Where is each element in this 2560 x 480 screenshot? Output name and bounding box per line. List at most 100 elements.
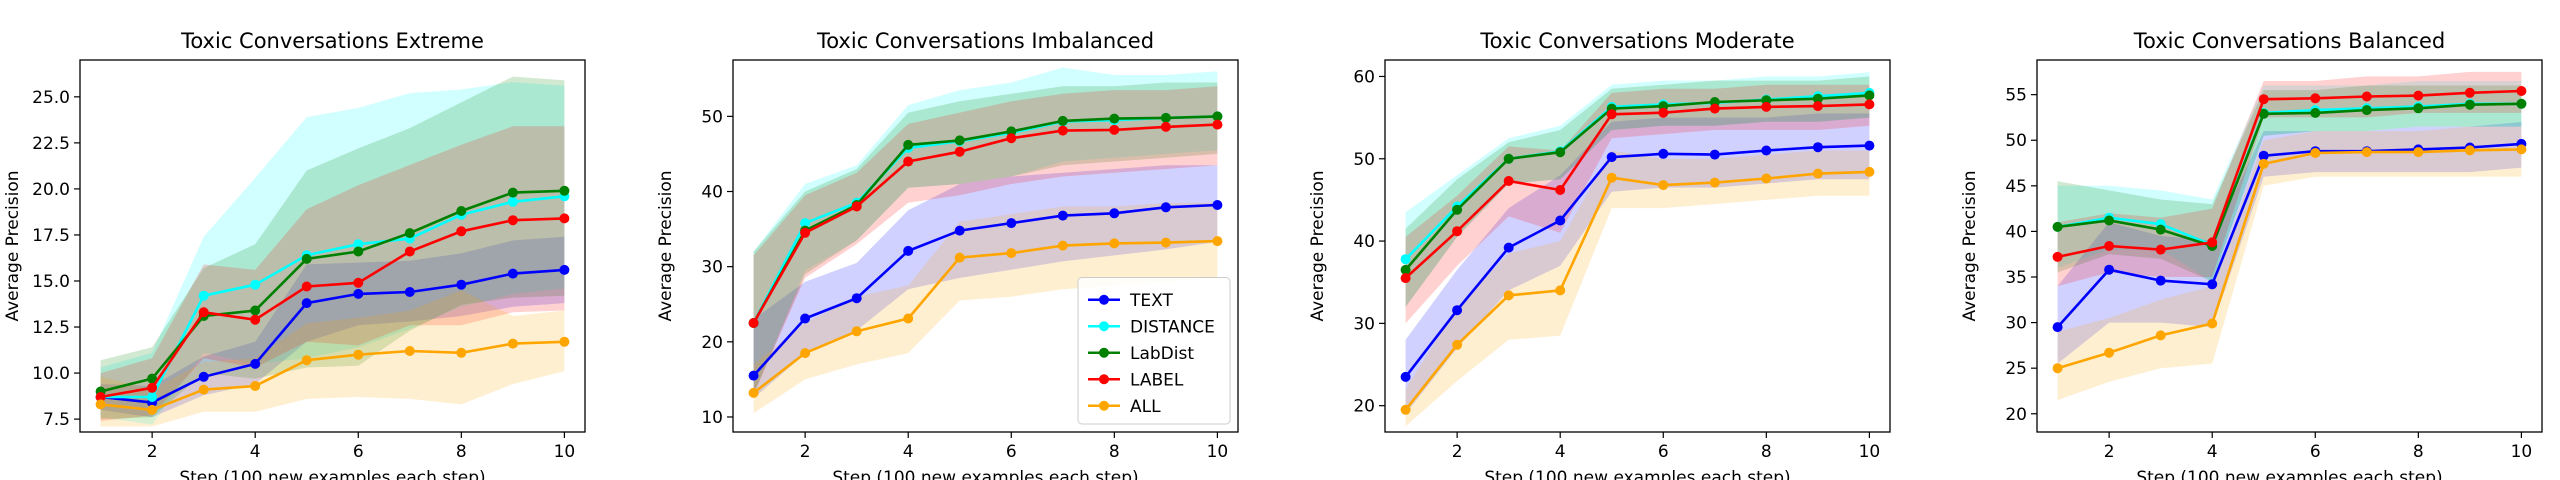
point-all — [2361, 147, 2372, 158]
x-axis-label: Step (100 new examples each step) — [832, 468, 1138, 480]
point-distance — [250, 279, 261, 290]
point-distance — [1400, 254, 1411, 265]
point-all — [2155, 330, 2166, 341]
point-text — [1658, 148, 1669, 159]
point-distance — [507, 196, 518, 207]
point-label — [851, 201, 862, 212]
series-line-text — [100, 268, 565, 404]
x-tick-label: 10 — [1859, 442, 1881, 462]
x-axis-label: Step (100 new examples each step) — [2136, 468, 2442, 480]
chart-panel-4: 2 4 6 8 10 20 25 30 35 40 45 50 55 Toxic Conversation… — [1960, 29, 2543, 480]
point-labdist — [2310, 107, 2321, 118]
point-text — [903, 245, 914, 256]
point-all — [748, 387, 759, 398]
legend-label-all: ALL — [1130, 397, 1161, 417]
point-text — [1452, 305, 1463, 316]
band-text — [1405, 113, 1870, 414]
point-all — [301, 355, 312, 366]
y-tick-label: 22.5 — [32, 134, 70, 154]
point-label — [1006, 133, 1017, 144]
x-tick-label: 2 — [147, 442, 158, 462]
point-label — [1452, 226, 1463, 237]
point-all — [1160, 237, 1171, 248]
band-all — [1405, 150, 1870, 427]
point-label — [2258, 94, 2269, 105]
series-line-text — [752, 203, 1218, 377]
series-line-text — [2056, 142, 2522, 328]
band-label — [1405, 84, 1870, 324]
point-all — [2516, 144, 2527, 155]
point-all — [198, 384, 209, 395]
point-distance — [198, 290, 209, 301]
legend-label-labdist: LabDist — [1130, 344, 1194, 364]
point-all — [1658, 180, 1669, 191]
point-text — [404, 287, 415, 297]
point-labdist — [2052, 221, 2063, 232]
point-all — [1212, 236, 1223, 247]
point-label — [903, 156, 914, 167]
point-text — [1864, 140, 1875, 151]
point-text — [2104, 264, 2115, 275]
y-axis-label: Average Precision — [3, 170, 23, 321]
legend: TEXT DISTANCE LabDist LABEL ALL — [1077, 277, 1231, 425]
x-tick-label: 4 — [1555, 442, 1566, 462]
series-line-distance — [2057, 102, 2522, 247]
point-label — [456, 226, 467, 237]
point-label — [1658, 107, 1669, 118]
point-all — [2258, 158, 2269, 169]
point-label — [1503, 176, 1514, 186]
series-line-labdist — [752, 115, 1218, 324]
point-distance — [800, 218, 811, 229]
point-label — [2361, 91, 2372, 102]
band-distance — [100, 82, 565, 425]
point-text — [748, 370, 759, 381]
band-label — [100, 126, 565, 422]
point-text — [2207, 279, 2218, 290]
point-label — [198, 307, 209, 318]
point-labdist — [1864, 90, 1875, 101]
series-line-label — [1404, 103, 1870, 280]
point-all — [1503, 290, 1514, 301]
x-axis-label: Step (100 new examples each step) — [1484, 468, 1790, 480]
point-text — [250, 358, 261, 369]
point-label — [1761, 101, 1772, 112]
point-all — [507, 338, 518, 349]
point-text — [1761, 145, 1772, 156]
x-tick-label: 10 — [2511, 442, 2533, 462]
point-labdist — [2464, 99, 2475, 110]
point-text — [353, 288, 364, 299]
legend-label-label: LABEL — [1130, 370, 1184, 390]
series-line-labdist — [1404, 94, 1870, 271]
point-text — [301, 298, 312, 309]
point-labdist — [250, 305, 261, 316]
point-all — [1452, 339, 1463, 350]
series-line-label — [752, 123, 1218, 324]
point-labdist — [1160, 112, 1171, 123]
point-all — [2310, 148, 2321, 158]
point-labdist — [301, 253, 312, 264]
point-text — [851, 293, 862, 304]
point-all — [250, 381, 261, 391]
y-axis-label: Average Precision — [1308, 170, 1328, 321]
point-text — [1057, 210, 1068, 221]
x-tick-label: 8 — [2413, 442, 2424, 462]
y-tick-label: 20 — [701, 333, 723, 353]
point-labdist — [147, 373, 158, 384]
point-label — [2413, 90, 2424, 101]
point-text — [1109, 208, 1120, 219]
y-tick-label: 10.0 — [32, 364, 70, 384]
point-label — [95, 392, 106, 402]
y-tick-label: 50 — [2005, 131, 2027, 151]
legend-marker-labdist — [1099, 347, 1109, 358]
y-tick-label: 35 — [2005, 268, 2027, 288]
point-label — [1709, 103, 1720, 114]
point-labdist — [456, 206, 467, 216]
y-tick-label: 55 — [2005, 86, 2027, 106]
point-all — [1606, 172, 1617, 183]
point-text — [507, 268, 518, 279]
series-line-labdist — [2057, 102, 2522, 248]
point-text — [2052, 322, 2063, 333]
point-label — [748, 318, 759, 328]
point-label — [800, 227, 811, 238]
chart-panel-3: 2 4 6 8 10 20 30 40 50 60 Toxic Conversations Mode… — [1308, 29, 1891, 480]
